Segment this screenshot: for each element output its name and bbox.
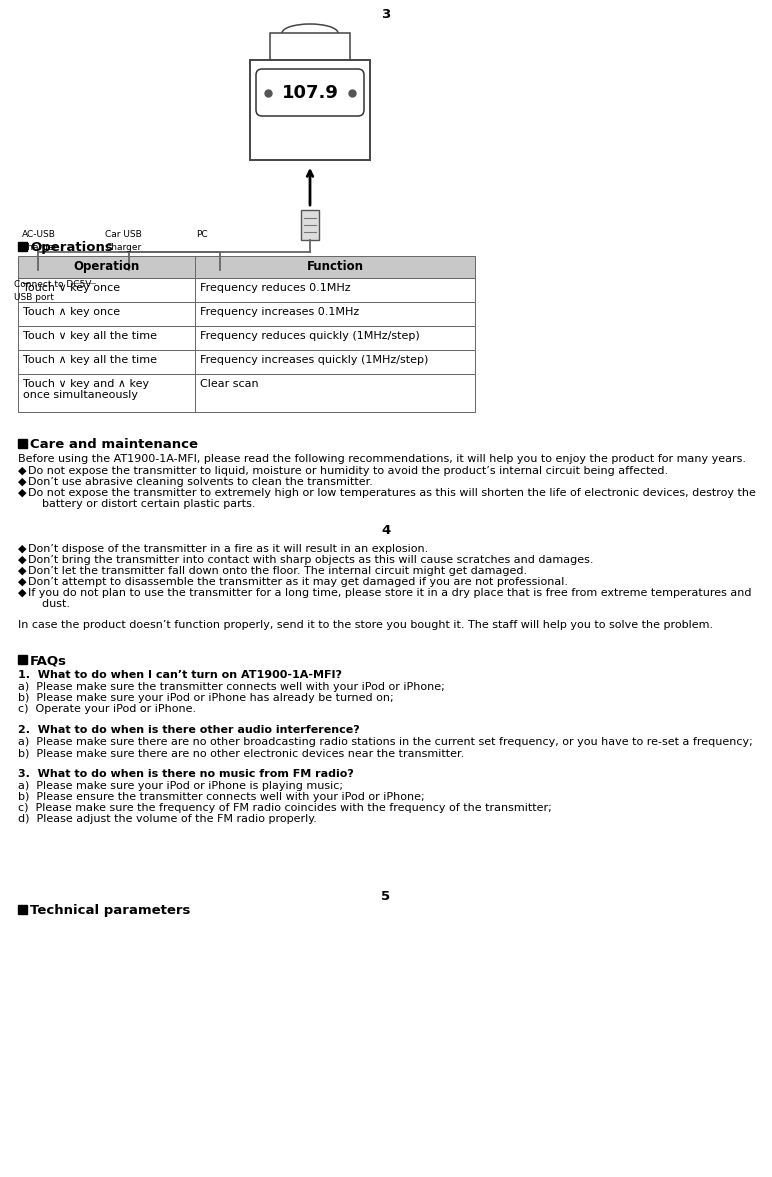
- Text: In case the product doesn’t function properly, send it to the store you bought i: In case the product doesn’t function pro…: [18, 620, 713, 630]
- Text: Operation: Operation: [73, 260, 140, 273]
- Text: a)  Please make sure your iPod or iPhone is playing music;: a) Please make sure your iPod or iPhone …: [18, 782, 343, 791]
- Text: 4: 4: [381, 524, 391, 537]
- Text: c)  Operate your iPod or iPhone.: c) Operate your iPod or iPhone.: [18, 704, 196, 714]
- Text: FAQs: FAQs: [30, 654, 67, 667]
- Text: ◆: ◆: [18, 577, 26, 587]
- Text: Frequency reduces 0.1MHz: Frequency reduces 0.1MHz: [200, 282, 350, 293]
- Text: d)  Please adjust the volume of the FM radio properly.: d) Please adjust the volume of the FM ra…: [18, 814, 317, 824]
- Text: b)  Please ensure the transmitter connects well with your iPod or iPhone;: b) Please ensure the transmitter connect…: [18, 792, 425, 802]
- Text: Don’t use abrasive cleaning solvents to clean the transmitter.: Don’t use abrasive cleaning solvents to …: [28, 477, 373, 487]
- Text: 3.  What to do when is there no music from FM radio?: 3. What to do when is there no music fro…: [18, 769, 354, 779]
- Text: Touch ∨ key and ∧ key: Touch ∨ key and ∧ key: [23, 379, 149, 390]
- Text: Do not expose the transmitter to extremely high or low temperatures as this will: Do not expose the transmitter to extreme…: [28, 488, 756, 498]
- Bar: [18, 439, 27, 448]
- Bar: [18, 654, 27, 664]
- Text: Do not expose the transmitter to liquid, moisture or humidity to avoid the produ: Do not expose the transmitter to liquid,…: [28, 466, 668, 476]
- Bar: [250, 60, 370, 160]
- Bar: [301, 210, 319, 240]
- Text: Don’t bring the transmitter into contact with sharp objects as this will cause s: Don’t bring the transmitter into contact…: [28, 556, 594, 565]
- Text: 3: 3: [381, 8, 391, 21]
- Text: ◆: ◆: [18, 588, 26, 598]
- Text: 5: 5: [381, 890, 391, 903]
- Text: ◆: ◆: [18, 544, 26, 554]
- Text: ◆: ◆: [18, 556, 26, 565]
- FancyBboxPatch shape: [256, 69, 364, 117]
- Text: Operations: Operations: [30, 241, 113, 254]
- Bar: [270, 33, 350, 60]
- Text: Don’t let the transmitter fall down onto the floor. The internal circuit might g: Don’t let the transmitter fall down onto…: [28, 566, 527, 576]
- Text: 1.  What to do when I can’t turn on AT1900-1A-MFI?: 1. What to do when I can’t turn on AT190…: [18, 670, 342, 680]
- Text: Frequency increases quickly (1MHz/step): Frequency increases quickly (1MHz/step): [200, 355, 428, 365]
- Text: dust.: dust.: [28, 599, 70, 609]
- Text: a)  Please make sure there are no other broadcasting radio stations in the curre: a) Please make sure there are no other b…: [18, 737, 753, 747]
- Text: ◆: ◆: [18, 566, 26, 576]
- Text: c)  Please make sure the frequency of FM radio coincides with the frequency of t: c) Please make sure the frequency of FM …: [18, 803, 552, 813]
- Text: Connect to DC5V
USB port: Connect to DC5V USB port: [14, 280, 91, 301]
- Bar: [18, 905, 27, 915]
- Text: b)  Please make sure there are no other electronic devices near the transmitter.: b) Please make sure there are no other e…: [18, 749, 464, 758]
- Text: Touch ∧ key all the time: Touch ∧ key all the time: [23, 355, 157, 365]
- Bar: [18, 242, 27, 251]
- Text: Car USB
Charger: Car USB Charger: [105, 230, 142, 252]
- Text: Frequency increases 0.1MHz: Frequency increases 0.1MHz: [200, 307, 359, 317]
- Bar: [18, 278, 475, 302]
- Text: ◆: ◆: [18, 488, 26, 498]
- Text: Touch ∧ key once: Touch ∧ key once: [23, 307, 120, 317]
- Bar: [18, 374, 475, 412]
- Text: battery or distort certain plastic parts.: battery or distort certain plastic parts…: [28, 499, 256, 508]
- Bar: [18, 302, 475, 326]
- Text: PC: PC: [196, 230, 208, 239]
- Bar: [18, 326, 475, 350]
- Text: Don’t attempt to disassemble the transmitter as it may get damaged if you are no: Don’t attempt to disassemble the transmi…: [28, 577, 568, 587]
- Text: Don’t dispose of the transmitter in a fire as it will result in an explosion.: Don’t dispose of the transmitter in a fi…: [28, 544, 428, 554]
- Bar: [18, 257, 475, 278]
- Text: AC-USB
Charger: AC-USB Charger: [22, 230, 58, 252]
- Text: If you do not plan to use the transmitter for a long time, please store it in a : If you do not plan to use the transmitte…: [28, 588, 751, 598]
- Text: Technical parameters: Technical parameters: [30, 904, 191, 917]
- Text: ◆: ◆: [18, 477, 26, 487]
- Bar: [18, 350, 475, 374]
- Text: Function: Function: [306, 260, 364, 273]
- Text: b)  Please make sure your iPod or iPhone has already be turned on;: b) Please make sure your iPod or iPhone …: [18, 693, 394, 703]
- Text: Before using the AT1900-1A-MFI, please read the following recommendations, it wi: Before using the AT1900-1A-MFI, please r…: [18, 454, 746, 464]
- Text: Touch ∨ key once: Touch ∨ key once: [23, 282, 120, 293]
- Text: a)  Please make sure the transmitter connects well with your iPod or iPhone;: a) Please make sure the transmitter conn…: [18, 681, 445, 692]
- Text: 2.  What to do when is there other audio interference?: 2. What to do when is there other audio …: [18, 725, 360, 734]
- Text: Frequency reduces quickly (1MHz/step): Frequency reduces quickly (1MHz/step): [200, 331, 420, 341]
- Text: once simultaneously: once simultaneously: [23, 390, 138, 400]
- Text: ◆: ◆: [18, 466, 26, 476]
- Text: Care and maintenance: Care and maintenance: [30, 438, 198, 451]
- Text: 107.9: 107.9: [282, 84, 338, 101]
- Text: Clear scan: Clear scan: [200, 379, 259, 390]
- FancyBboxPatch shape: [68, 273, 100, 332]
- Text: Touch ∨ key all the time: Touch ∨ key all the time: [23, 331, 157, 341]
